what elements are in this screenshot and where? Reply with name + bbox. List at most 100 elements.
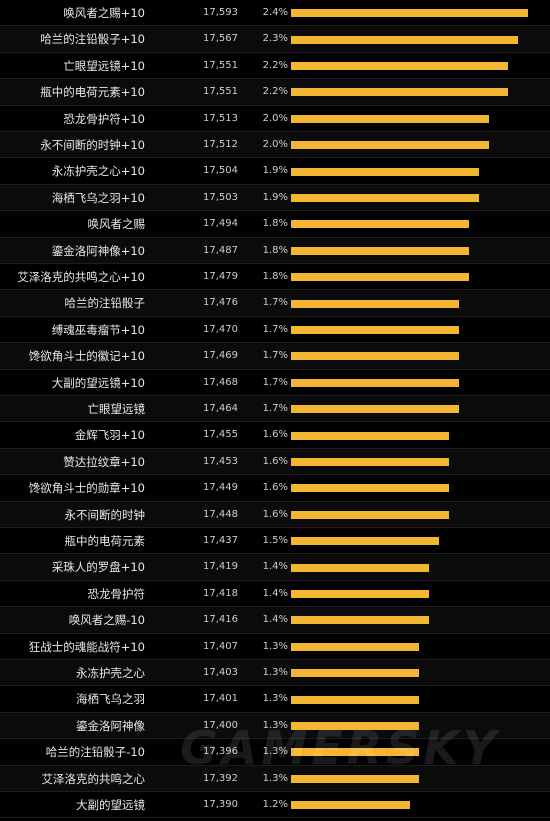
percent-label: 1.8%: [262, 218, 288, 230]
bar: [291, 642, 420, 651]
row-divider: [0, 606, 550, 608]
item-name-label: 亡眼望远镜+10: [63, 58, 145, 73]
percent-label: 2.0%: [262, 112, 288, 124]
item-name-label: 采珠人的罗盘+10: [51, 560, 145, 575]
dps-value: 17,567: [203, 33, 238, 45]
row-divider: [0, 474, 550, 476]
row-divider: [0, 790, 550, 792]
row-divider: [0, 764, 550, 766]
dps-value: 17,407: [203, 640, 238, 652]
percent-label: 1.4%: [262, 614, 288, 626]
table-row: 大副的望远镜+10 17,468 1.7%: [0, 370, 550, 396]
table-row: 狂战士的魂能战符+10 17,407 1.3%: [0, 634, 550, 660]
row-divider: [0, 738, 550, 740]
table-row: 鎏金洛阿神像 17,400 1.3%: [0, 712, 550, 740]
dps-value: 17,401: [203, 693, 238, 705]
item-name-label: 永不间断的时钟+10: [40, 138, 145, 152]
item-name-label: 赞达拉纹章+10: [63, 454, 145, 469]
percent-label: 2.4%: [262, 7, 288, 18]
row-divider: [0, 183, 550, 185]
item-name-label: 唤风者之赐+10: [63, 6, 145, 20]
table-row: 永冻护壳之心 17,403 1.3%: [0, 660, 550, 687]
bar: [291, 167, 479, 176]
row-divider: [0, 685, 550, 687]
row-divider: [0, 262, 550, 264]
dps-value: 17,494: [203, 218, 238, 230]
item-name-label: 永冻护壳之心: [76, 666, 145, 680]
table-row: 瓶中的电荷元素 17,437 1.5%: [0, 528, 550, 555]
bar: [291, 510, 449, 519]
table-row: 恐龙骨护符+10 17,513 2.0%: [0, 106, 550, 132]
row-divider: [0, 51, 550, 53]
bar: [291, 114, 489, 123]
percent-label: 1.6%: [262, 429, 288, 441]
bar: [291, 35, 519, 44]
row-divider: [0, 711, 550, 713]
table-row: 亡眼望远镜 17,464 1.7%: [0, 396, 550, 423]
percent-label: 1.4%: [262, 561, 288, 573]
table-row: 缚魂巫毒瘤节+10 17,470 1.7%: [0, 317, 550, 344]
item-name-label: 艾泽洛克的共鸣之心+10: [17, 270, 145, 284]
dps-value: 17,449: [203, 482, 238, 494]
item-name-label: 鎏金洛阿神像+10: [51, 243, 145, 258]
item-name-label: 大副的望远镜: [76, 798, 145, 812]
percent-label: 2.2%: [262, 59, 288, 71]
percent-label: 1.7%: [262, 376, 288, 388]
percent-label: 1.3%: [262, 746, 288, 758]
percent-label: 1.7%: [262, 323, 288, 335]
row-divider: [0, 368, 550, 370]
percent-label: 2.2%: [262, 86, 288, 98]
table-row: 永冻护壳之心+10 17,504 1.9%: [0, 158, 550, 185]
dps-value: 17,464: [203, 403, 238, 414]
percent-label: 1.3%: [262, 693, 288, 705]
percent-label: 1.9%: [262, 165, 288, 177]
percent-label: 1.9%: [262, 191, 288, 203]
bar: [291, 88, 509, 97]
item-name-label: 唤风者之赐-10: [68, 613, 145, 628]
dps-value: 17,419: [203, 561, 238, 573]
row-divider: [0, 130, 550, 132]
dps-value: 17,487: [203, 244, 238, 256]
item-name-label: 哈兰的注铅骰子+10: [40, 32, 145, 47]
row-divider: [0, 104, 550, 106]
row-divider: [0, 289, 550, 291]
table-row: 唤风者之赐+10 17,593 2.4%: [0, 0, 550, 27]
table-row: 赞达拉纹章+10 17,453 1.6%: [0, 448, 550, 476]
percent-label: 1.6%: [262, 482, 288, 494]
percent-label: 1.8%: [262, 244, 288, 256]
row-divider: [0, 553, 550, 555]
table-row: 馋欲角斗士的徽记+10 17,469 1.7%: [0, 343, 550, 370]
bar: [291, 484, 449, 493]
row-divider: [0, 658, 550, 660]
percent-label: 1.3%: [262, 719, 288, 731]
table-row: 大副的望远镜 17,390 1.2%: [0, 792, 550, 819]
row-divider: [0, 78, 550, 80]
table-row: 唤风者之赐 17,494 1.8%: [0, 211, 550, 238]
dps-value: 17,418: [203, 587, 238, 599]
row-divider: [0, 579, 550, 581]
row-divider: [0, 632, 550, 634]
item-name-label: 金辉飞羽+10: [74, 428, 145, 443]
row-divider: [0, 342, 550, 344]
percent-label: 1.4%: [262, 587, 288, 599]
item-name-label: 海栖飞乌之羽: [76, 692, 145, 707]
item-name-label: 恐龙骨护符: [87, 586, 146, 601]
dps-value: 17,437: [203, 535, 238, 546]
bar: [291, 721, 420, 730]
dps-value: 17,392: [203, 772, 238, 784]
dps-value: 17,403: [203, 667, 238, 678]
bar: [291, 695, 420, 704]
dps-value: 17,593: [203, 7, 238, 18]
item-name-label: 艾泽洛克的共鸣之心: [41, 771, 146, 786]
bar: [291, 774, 420, 783]
table-row: 哈兰的注铅骰子 17,476 1.7%: [0, 290, 550, 317]
bar: [291, 801, 410, 810]
bar: [291, 616, 430, 625]
bar: [291, 9, 528, 18]
table-row: 恐龙骨护符 17,418 1.4%: [0, 581, 550, 608]
dps-value: 17,453: [203, 455, 238, 467]
dps-value: 17,396: [203, 746, 238, 758]
item-name-label: 缚魂巫毒瘤节+10: [51, 322, 145, 337]
table-row: 亡眼望远镜+10 17,551 2.2%: [0, 53, 550, 80]
bar: [291, 748, 420, 757]
